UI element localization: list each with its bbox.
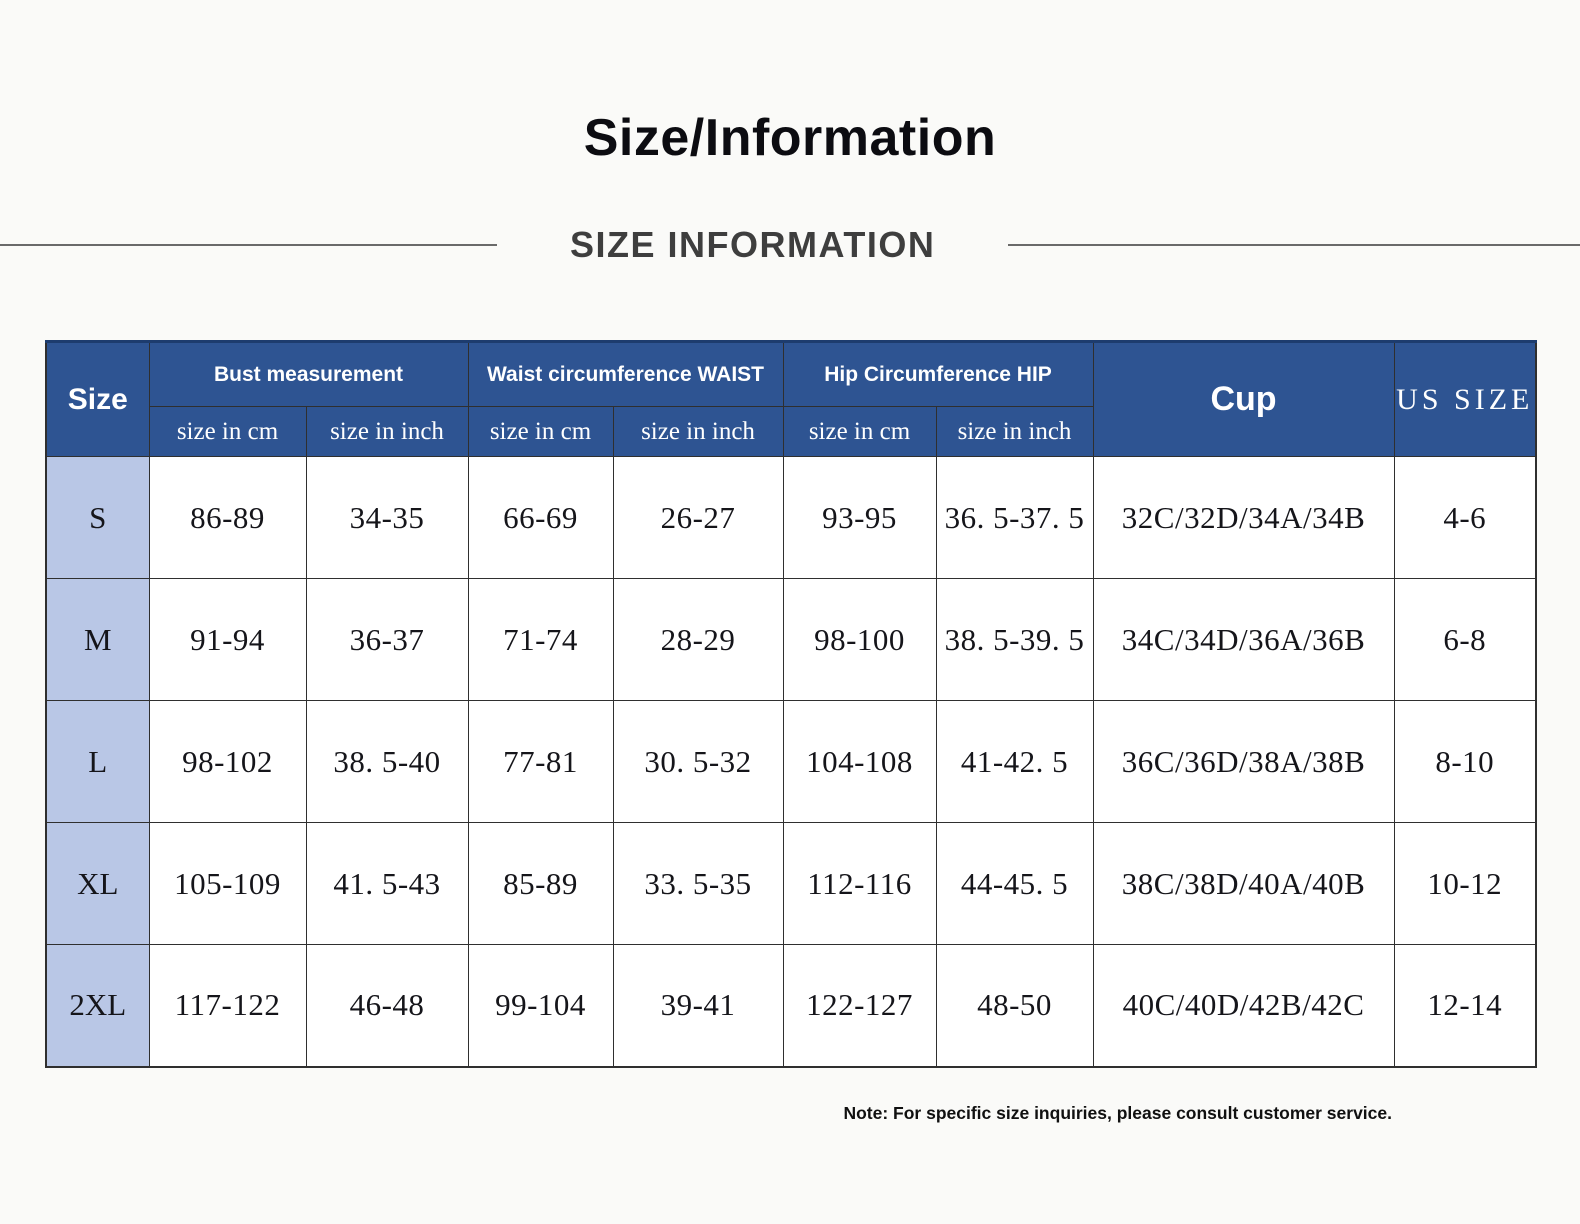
- cell-xl-cup: 38C/38D/40A/40B: [1092, 822, 1395, 945]
- cell-l-bust-cm: 98-102: [148, 700, 307, 823]
- cell-l-hip-inch: 41-42. 5: [935, 700, 1094, 823]
- subtitle-rule-right: [1008, 244, 1580, 246]
- subheader-bust-cm: size in cm: [148, 406, 307, 457]
- size-label-l: L: [45, 700, 150, 823]
- cell-m-cup: 34C/34D/36A/36B: [1092, 578, 1395, 701]
- header-sub-row: size in cm size in inch size in cm size …: [46, 406, 1536, 457]
- size-label-xl: XL: [45, 822, 150, 945]
- header-size: Size: [45, 341, 150, 457]
- cell-xl-hip-inch: 44-45. 5: [935, 822, 1094, 945]
- cell-l-bust-inch: 38. 5-40: [305, 700, 469, 823]
- subheader-waist-cm: size in cm: [467, 406, 614, 457]
- cell-m-waist-inch: 28-29: [612, 578, 784, 701]
- table-row-xl: XL 105-109 41. 5-43 85-89 33. 5-35 112-116 44-…: [45, 822, 1537, 945]
- cell-2xl-us-size: 12-14: [1393, 944, 1537, 1067]
- cell-2xl-bust-cm: 117-122: [148, 944, 307, 1067]
- cell-xl-waist-inch: 33. 5-35: [612, 822, 784, 945]
- cell-2xl-waist-inch: 39-41: [612, 944, 784, 1067]
- cell-2xl-waist-cm: 99-104: [467, 944, 614, 1067]
- size-chart-table: Size Bust measurement Waist circumferenc…: [45, 340, 1538, 1068]
- table-row-l: L 98-102 38. 5-40 77-81 30. 5-32 104-108 41-42…: [45, 700, 1537, 823]
- cell-s-hip-inch: 36. 5-37. 5: [935, 456, 1094, 579]
- size-label-s: S: [45, 456, 150, 579]
- table-body: S 86-89 34-35 66-69 26-27 93-95 36. 5-37. 5 32C…: [45, 456, 1537, 1067]
- subtitle-band: SIZE INFORMATION: [0, 224, 1580, 266]
- page-title: Size/Information: [583, 109, 997, 167]
- header-bust: Bust measurement: [148, 341, 469, 407]
- cell-2xl-hip-cm: 122-127: [782, 944, 937, 1067]
- subheader-hip-inch: size in inch: [935, 406, 1094, 457]
- cell-xl-waist-cm: 85-89: [467, 822, 614, 945]
- cell-m-bust-cm: 91-94: [148, 578, 307, 701]
- subtitle-rule-left: [0, 244, 497, 246]
- cell-s-bust-cm: 86-89: [148, 456, 307, 579]
- header-us-size: US SIZE: [1393, 341, 1537, 457]
- cell-2xl-bust-inch: 46-48: [305, 944, 469, 1067]
- header-cup: Cup: [1092, 341, 1395, 457]
- cell-2xl-cup: 40C/40D/42B/42C: [1092, 944, 1395, 1067]
- header-waist: Waist circumference WAIST: [467, 341, 784, 407]
- subheader-bust-inch: size in inch: [305, 406, 469, 457]
- cell-l-waist-inch: 30. 5-32: [612, 700, 784, 823]
- subtitle-text: SIZE INFORMATION: [570, 224, 936, 265]
- cell-xl-bust-inch: 41. 5-43: [305, 822, 469, 945]
- cell-m-hip-cm: 98-100: [782, 578, 937, 701]
- cell-xl-bust-cm: 105-109: [148, 822, 307, 945]
- subheader-waist-inch: size in inch: [612, 406, 784, 457]
- cell-s-bust-inch: 34-35: [305, 456, 469, 579]
- cell-l-waist-cm: 77-81: [467, 700, 614, 823]
- table-header: Size Bust measurement Waist circumferenc…: [45, 341, 1537, 457]
- cell-s-cup: 32C/32D/34A/34B: [1092, 456, 1395, 579]
- cell-xl-us-size: 10-12: [1393, 822, 1537, 945]
- note-text: Note: For specific size inquiries, pleas…: [843, 1103, 1392, 1123]
- cell-s-us-size: 4-6: [1393, 456, 1537, 579]
- cell-l-cup: 36C/36D/38A/38B: [1092, 700, 1395, 823]
- cell-l-us-size: 8-10: [1393, 700, 1537, 823]
- cell-m-us-size: 6-8: [1393, 578, 1537, 701]
- cell-m-hip-inch: 38. 5-39. 5: [935, 578, 1094, 701]
- header-hip: Hip Circumference HIP: [782, 341, 1094, 407]
- cell-s-waist-inch: 26-27: [612, 456, 784, 579]
- cell-m-waist-cm: 71-74: [467, 578, 614, 701]
- table-row-m: M 91-94 36-37 71-74 28-29 98-100 38. 5-39. 5 34…: [45, 578, 1537, 701]
- cell-s-waist-cm: 66-69: [467, 456, 614, 579]
- size-label-m: M: [45, 578, 150, 701]
- cell-xl-hip-cm: 112-116: [782, 822, 937, 945]
- cell-m-bust-inch: 36-37: [305, 578, 469, 701]
- cell-s-hip-cm: 93-95: [782, 456, 937, 579]
- table-row-s: S 86-89 34-35 66-69 26-27 93-95 36. 5-37. 5 32C…: [45, 456, 1537, 579]
- header-group-row: Size Bust measurement Waist circumferenc…: [45, 341, 1537, 457]
- table-row-2xl: 2XL 117-122 46-48 99-104 39-41 122-127 48-50 40…: [45, 944, 1537, 1067]
- cell-2xl-hip-inch: 48-50: [935, 944, 1094, 1067]
- cell-l-hip-cm: 104-108: [782, 700, 937, 823]
- subheader-hip-cm: size in cm: [782, 406, 937, 457]
- size-label-2xl: 2XL: [45, 944, 150, 1067]
